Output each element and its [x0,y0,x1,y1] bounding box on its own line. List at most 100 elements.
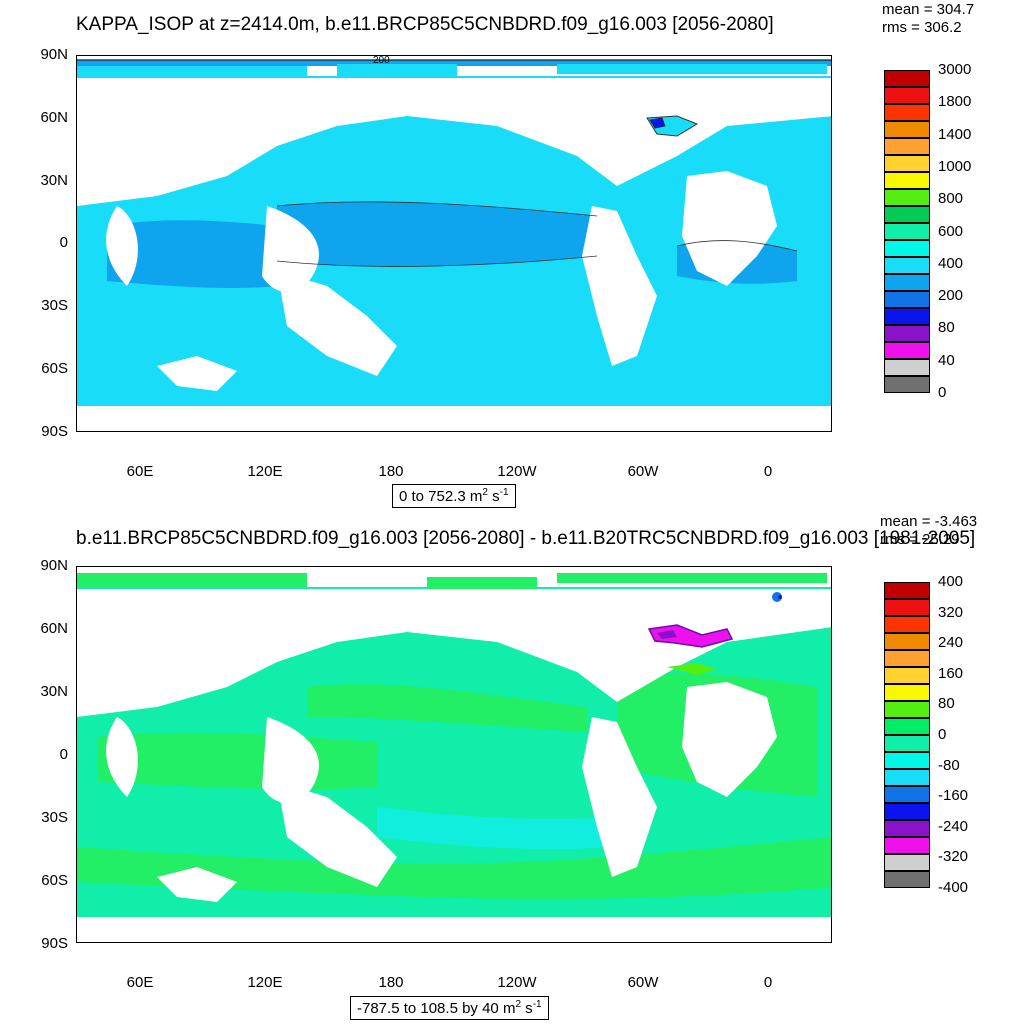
colorbar-label: 400 [938,254,964,272]
contour-label: 200 [373,56,390,66]
colorbar-label: 80 [938,319,955,337]
colorbar-label: -240 [938,817,969,835]
colorbar-swatch [884,291,930,308]
lat-label: 60N [40,620,68,637]
colorbar-label: 320 [938,603,964,621]
contour-line [676,240,798,252]
ocean-region [667,663,717,675]
colorbar-swatch [884,582,930,599]
colorbar-label: 600 [938,222,964,240]
colorbar-swatch [884,769,930,786]
ocean-region [557,573,827,583]
colorbar-swatch [884,240,930,257]
colorbar-swatch [884,223,930,240]
colorbar-swatch [884,121,930,138]
lon-label: 0 [763,463,773,480]
bottom-map [76,566,832,943]
colorbar-swatch [884,274,930,291]
top-rms-label: rms = 306.2 [882,19,962,36]
lat-label: 30S [41,297,68,314]
colorbar-swatch [884,854,930,871]
top-plot-title: KAPPA_ISOP at z=2414.0m, b.e11.BRCP85C5C… [76,14,774,35]
colorbar-swatch [884,308,930,325]
colorbar-label: -160 [938,787,969,805]
contour-line [276,201,598,217]
greenland-anomaly [657,630,677,639]
lat-label: 90S [41,423,68,440]
colorbar-swatch [884,172,930,189]
colorbar-swatch [884,342,930,359]
lon-label: 180 [378,974,404,991]
colorbar-swatch [884,189,930,206]
contour-line [276,255,598,267]
colorbar-label: 1400 [938,125,972,143]
colorbar-swatch [884,786,930,803]
colorbar-label: -400 [938,879,969,896]
colorbar-swatch [884,257,930,274]
ocean-region [307,684,587,732]
colorbar-label: 800 [938,190,964,208]
lat-label: 0 [59,746,68,763]
colorbar-swatch [884,871,930,888]
greenland-anomaly [778,595,782,599]
top-mean-label: mean = 304.7 [882,1,975,18]
lon-label: 120W [497,463,537,480]
lat-label: 60S [41,360,68,377]
colorbar-swatch [884,104,930,121]
colorbar-swatch [884,359,930,376]
colorbar-swatch [884,138,930,155]
bottom-panel: b.e11.BRCP85C5CNBDRD.f09_g16.003 [2056-2… [0,512,1024,1024]
top-map: 200 [76,55,832,432]
top-map-svg: 200 [77,56,831,431]
lon-label: 60W [627,974,659,991]
lon-label: 120W [497,974,537,991]
colorbar-label: 1800 [938,93,972,111]
lat-label: 90N [40,46,68,63]
ocean-region [97,732,377,790]
colorbar-swatch [884,206,930,223]
colorbar-label: -80 [938,756,960,774]
bottom-plot-title: b.e11.BRCP85C5CNBDRD.f09_g16.003 [2056-2… [76,528,976,549]
ocean-region [557,64,827,74]
colorbar-swatch [884,599,930,616]
colorbar-label: 0 [938,726,947,743]
colorbar-label: 80 [938,695,955,713]
colorbar-swatch [884,837,930,854]
ocean-region [77,66,307,78]
colorbar-swatch [884,87,930,104]
colorbar-label: -320 [938,848,969,866]
lon-label: 60W [627,463,659,480]
greenland-anomaly [772,592,782,602]
colorbar-label: 3000 [938,61,972,78]
lon-label: 180 [378,463,404,480]
colorbar-swatch [884,684,930,701]
colorbar-swatch [884,155,930,172]
bottom-map-svg [77,573,831,942]
lon-label: 120E [247,463,283,480]
colorbar-swatch [884,701,930,718]
colorbar-swatch [884,735,930,752]
colorbar-label: 160 [938,664,964,682]
top-panel: KAPPA_ISOP at z=2414.0m, b.e11.BRCP85C5C… [40,1,975,508]
land-masses [77,78,831,431]
bottom-rms-label: rms = 25.29 [880,531,960,548]
colorbar-label: 1000 [938,157,972,175]
lat-label: 60S [41,872,68,889]
colorbar-label: 400 [938,573,964,590]
lon-label: 120E [247,974,283,991]
ocean-region [337,64,457,78]
ocean-region [77,60,831,66]
lat-label: 30N [40,683,68,700]
lat-label: 90N [40,557,68,574]
range-box: -787.5 to 108.5 by 40 m2 s-1 [350,996,549,1020]
colorbar-swatch [884,633,930,650]
colorbar-label: 0 [938,384,947,401]
colorbar-swatch [884,803,930,820]
lon-label: 60E [126,463,154,480]
colorbar-swatch [884,718,930,735]
ocean-region [277,201,597,267]
ocean-region [377,807,617,849]
colorbar-label: 40 [938,351,955,369]
colorbar-swatch [884,752,930,769]
lat-label: 60N [40,109,68,126]
